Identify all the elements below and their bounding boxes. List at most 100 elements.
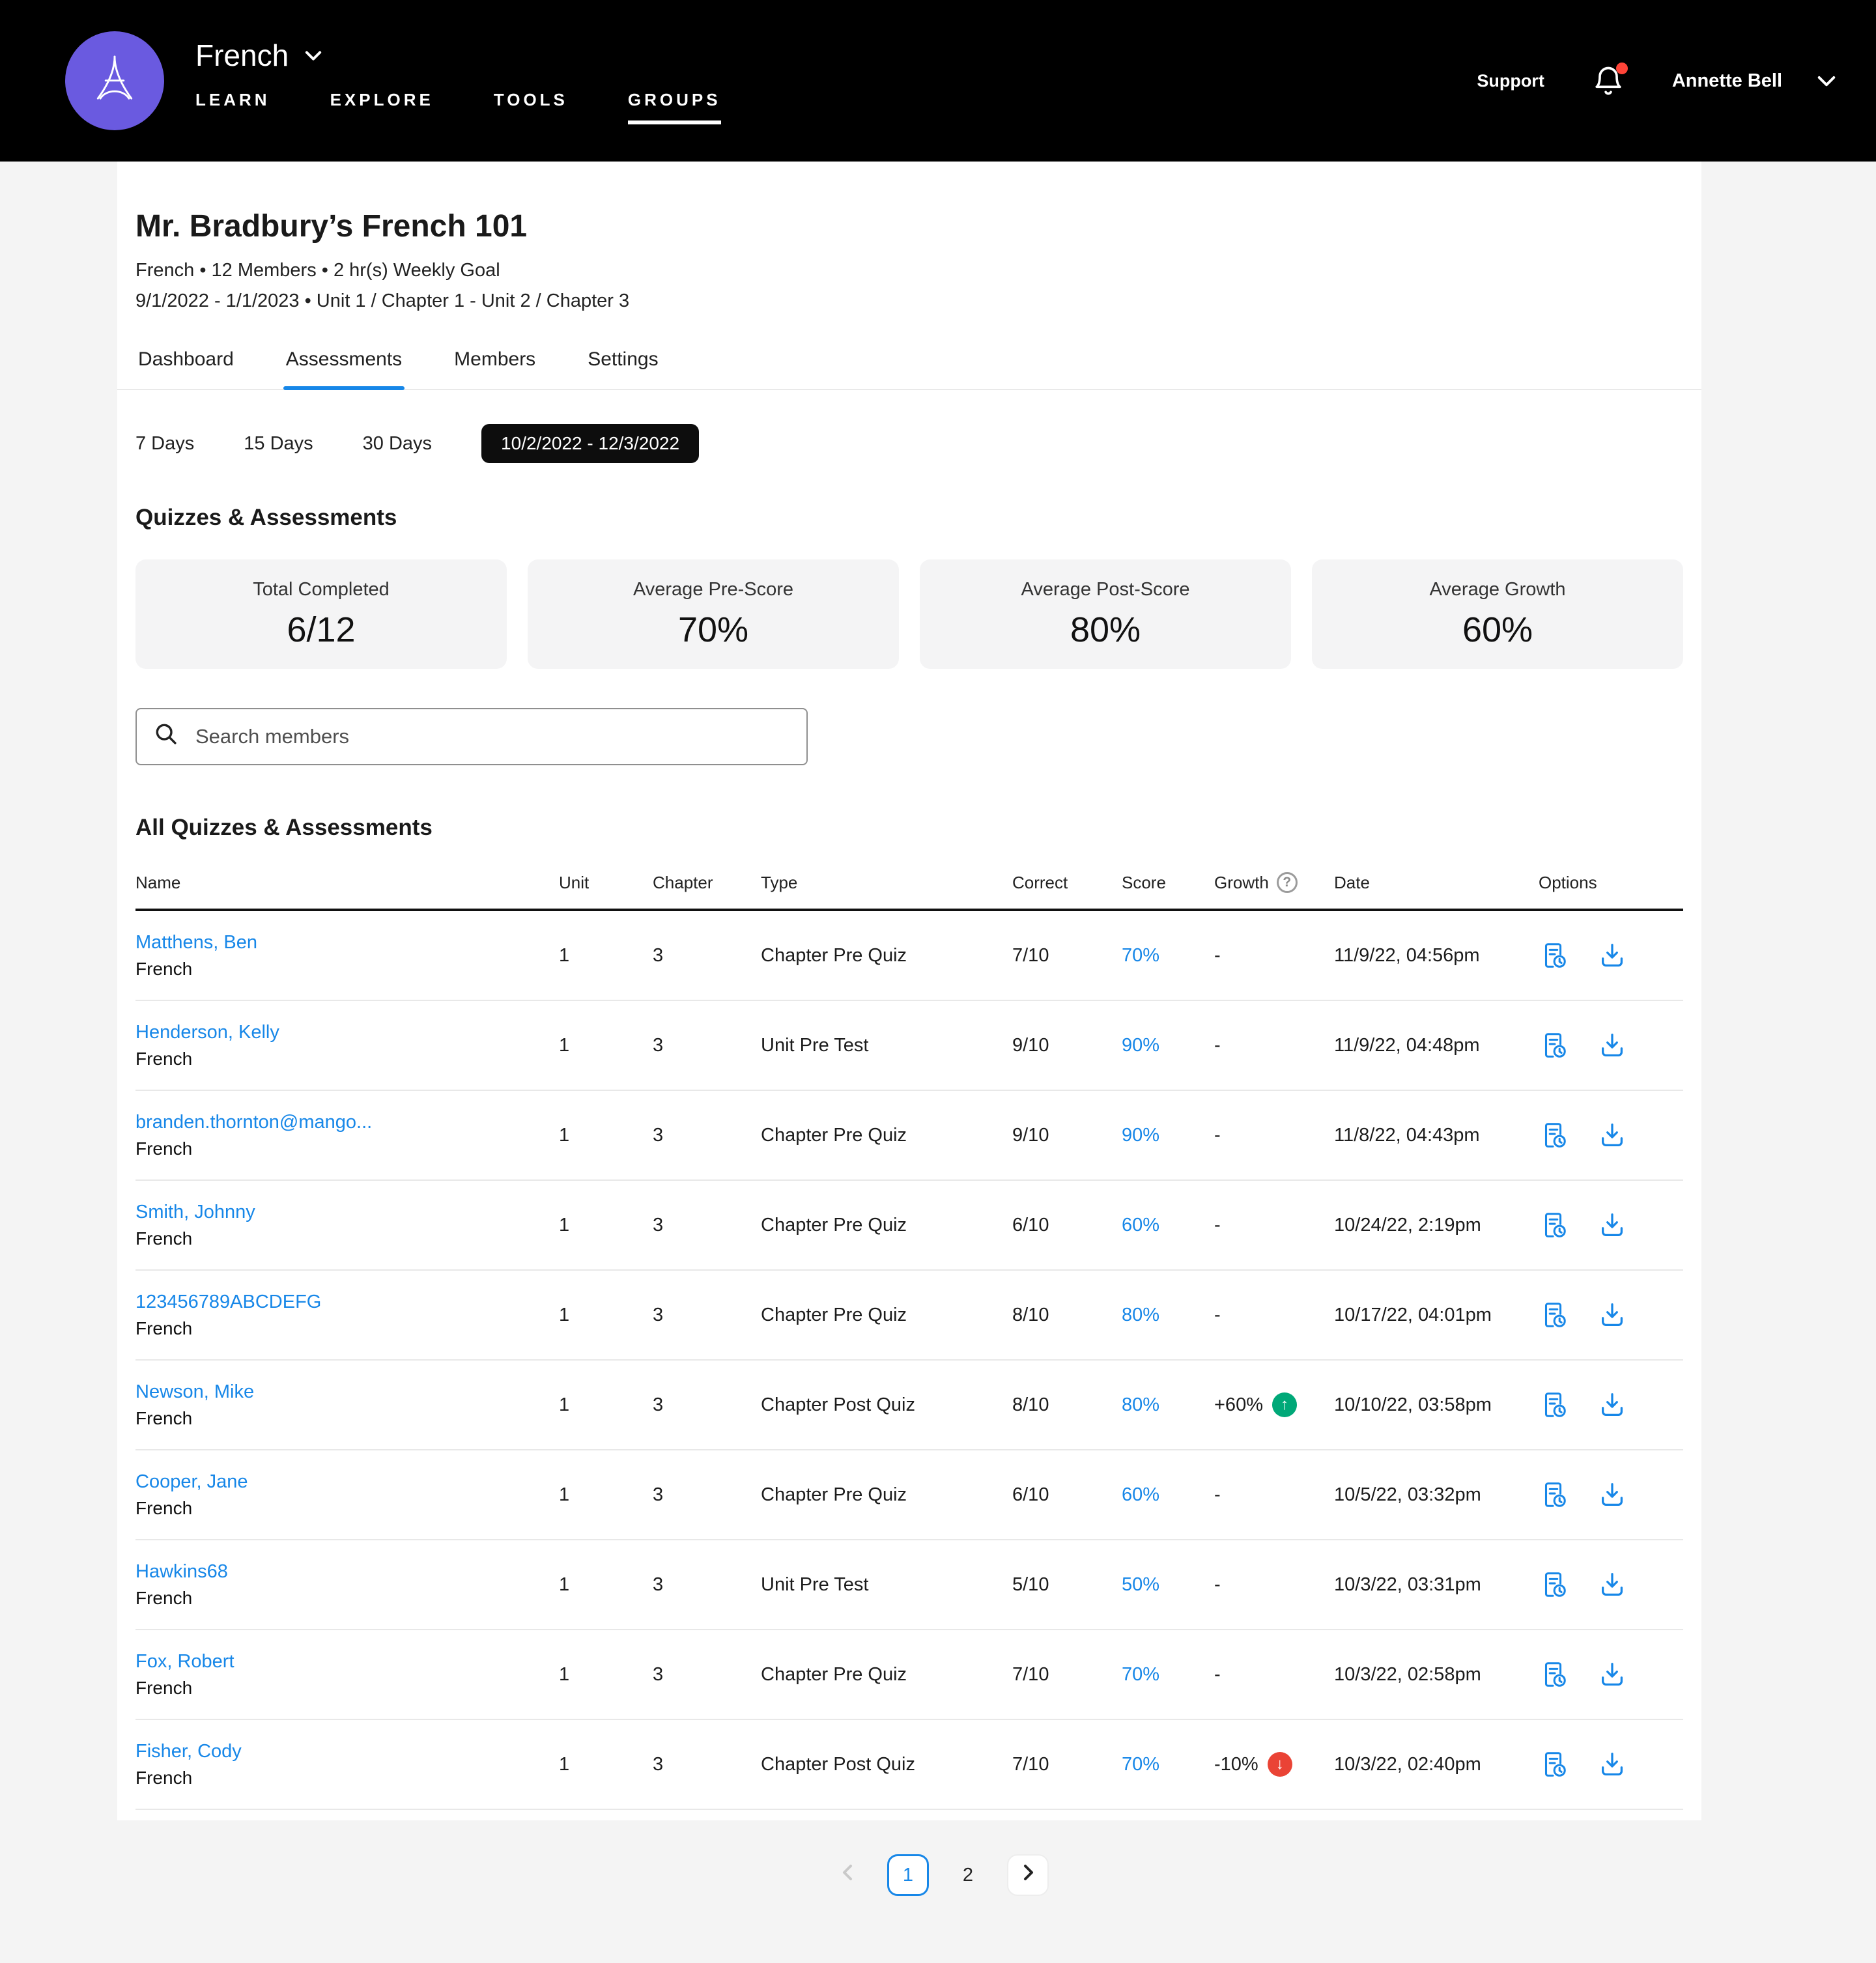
stat-average-pre-score: Average Pre-Score 70% xyxy=(528,559,899,669)
assessment-report-icon[interactable] xyxy=(1539,940,1569,970)
table-row: branden.thornton@mango... French 1 3 Cha… xyxy=(135,1091,1683,1181)
growth-value: - xyxy=(1214,1124,1221,1146)
filter-15-days[interactable]: 15 Days xyxy=(244,432,313,454)
table-row: Smith, Johnny French 1 3 Chapter Pre Qui… xyxy=(135,1181,1683,1271)
date-value: 11/8/22, 04:43pm xyxy=(1334,1124,1480,1146)
correct-value: 7/10 xyxy=(1012,1753,1049,1775)
options-cell xyxy=(1539,940,1683,970)
date-value: 10/5/22, 03:32pm xyxy=(1334,1484,1481,1505)
download-report-icon[interactable] xyxy=(1597,1570,1627,1600)
tab-settings[interactable]: Settings xyxy=(588,348,659,370)
next-page-button[interactable] xyxy=(1007,1854,1049,1896)
download-report-icon[interactable] xyxy=(1597,1030,1627,1060)
assessment-report-icon[interactable] xyxy=(1539,1390,1569,1420)
page-button-2[interactable]: 2 xyxy=(947,1854,989,1896)
main-nav: LEARN EXPLORE TOOLS GROUPS xyxy=(195,90,721,124)
member-name-link[interactable]: Hawkins68 xyxy=(135,1561,228,1582)
name-cell: Matthens, Ben French xyxy=(135,932,559,980)
tab-dashboard[interactable]: Dashboard xyxy=(138,348,234,370)
assessment-report-icon[interactable] xyxy=(1539,1749,1569,1779)
date-value: 11/9/22, 04:48pm xyxy=(1334,1034,1480,1056)
member-name-link[interactable]: Smith, Johnny xyxy=(135,1201,255,1222)
brand-column: French LEARN EXPLORE TOOLS GROUPS xyxy=(195,38,721,124)
member-name-link[interactable]: Henderson, Kelly xyxy=(135,1021,279,1043)
filter-7-days[interactable]: 7 Days xyxy=(135,432,195,454)
tab-assessments[interactable]: Assessments xyxy=(283,335,405,390)
download-report-icon[interactable] xyxy=(1597,1210,1627,1240)
custom-date-range-pill[interactable]: 10/2/2022 - 12/3/2022 xyxy=(481,424,700,463)
member-name-link[interactable]: Fox, Robert xyxy=(135,1650,234,1672)
search-members-input[interactable] xyxy=(193,724,789,750)
previous-page-button[interactable] xyxy=(827,1854,869,1896)
member-name-link[interactable]: Newson, Mike xyxy=(135,1381,255,1402)
download-report-icon[interactable] xyxy=(1597,940,1627,970)
nav-item-tools[interactable]: TOOLS xyxy=(493,89,568,109)
date-value: 10/3/22, 02:40pm xyxy=(1334,1753,1481,1775)
download-report-icon[interactable] xyxy=(1597,1300,1627,1330)
assessment-report-icon[interactable] xyxy=(1539,1659,1569,1689)
date-value: 11/9/22, 04:56pm xyxy=(1334,944,1480,966)
correct-value: 7/10 xyxy=(1012,1663,1049,1685)
nav-item-explore[interactable]: EXPLORE xyxy=(330,89,434,109)
support-link[interactable]: Support xyxy=(1477,70,1544,91)
name-cell: Fox, Robert French xyxy=(135,1651,559,1699)
table-body: Matthens, Ben French 1 3 Chapter Pre Qui… xyxy=(135,911,1683,1810)
filter-30-days[interactable]: 30 Days xyxy=(362,432,433,454)
table-row: Fisher, Cody French 1 3 Chapter Post Qui… xyxy=(135,1720,1683,1810)
name-cell: Hawkins68 French xyxy=(135,1561,559,1609)
group-meta: French • 12 Members • 2 hr(s) Weekly Goa… xyxy=(135,260,500,281)
assessment-report-icon[interactable] xyxy=(1539,1030,1569,1060)
correct-value: 6/10 xyxy=(1012,1484,1049,1505)
page-button-1[interactable]: 1 xyxy=(887,1854,929,1896)
download-report-icon[interactable] xyxy=(1597,1120,1627,1150)
growth-value: - xyxy=(1214,1574,1221,1595)
notification-badge-dot xyxy=(1615,63,1628,74)
member-language: French xyxy=(135,958,193,979)
date-value: 10/3/22, 03:31pm xyxy=(1334,1574,1481,1595)
nav-item-learn[interactable]: LEARN xyxy=(195,89,270,109)
assessment-report-icon[interactable] xyxy=(1539,1300,1569,1330)
assessment-report-icon[interactable] xyxy=(1539,1570,1569,1600)
page-title: Mr. Bradbury’s French 101 xyxy=(135,209,528,244)
download-report-icon[interactable] xyxy=(1597,1480,1627,1510)
options-cell xyxy=(1539,1300,1683,1330)
tab-members[interactable]: Members xyxy=(454,348,536,370)
user-menu[interactable]: Annette Bell xyxy=(1672,68,1840,94)
assessment-report-icon[interactable] xyxy=(1539,1120,1569,1150)
mango-logo[interactable] xyxy=(65,31,164,130)
chapter-value: 3 xyxy=(653,1394,664,1415)
member-name-link[interactable]: Cooper, Jane xyxy=(135,1471,248,1492)
assessment-report-icon[interactable] xyxy=(1539,1480,1569,1510)
table-row: Cooper, Jane French 1 3 Chapter Pre Quiz… xyxy=(135,1450,1683,1540)
member-name-link[interactable]: Matthens, Ben xyxy=(135,931,257,953)
date-value: 10/17/22, 04:01pm xyxy=(1334,1304,1492,1325)
member-name-link[interactable]: Fisher, Cody xyxy=(135,1740,242,1762)
stat-label: Average Growth xyxy=(1429,578,1566,600)
member-language: French xyxy=(135,1767,193,1788)
score-value: 80% xyxy=(1122,1394,1160,1415)
download-report-icon[interactable] xyxy=(1597,1659,1627,1689)
column-header-chapter: Chapter xyxy=(653,872,713,892)
member-name-link[interactable]: 123456789ABCDEFG xyxy=(135,1291,322,1312)
user-name: Annette Bell xyxy=(1671,70,1782,91)
score-value: 70% xyxy=(1122,944,1160,966)
member-name-link[interactable]: branden.thornton@mango... xyxy=(135,1111,373,1133)
growth-help-icon[interactable]: ? xyxy=(1276,872,1298,893)
assessment-report-icon[interactable] xyxy=(1539,1210,1569,1240)
type-value: Chapter Pre Quiz xyxy=(761,944,907,966)
notifications-button[interactable] xyxy=(1591,63,1628,98)
growth-cell: - xyxy=(1214,1484,1334,1506)
course-switcher[interactable]: French xyxy=(195,38,721,73)
correct-value: 9/10 xyxy=(1012,1034,1049,1056)
download-report-icon[interactable] xyxy=(1597,1390,1627,1420)
growth-value: - xyxy=(1214,1663,1221,1685)
score-value: 90% xyxy=(1122,1034,1160,1056)
correct-value: 8/10 xyxy=(1012,1304,1049,1325)
nav-item-groups[interactable]: GROUPS xyxy=(627,90,721,124)
download-report-icon[interactable] xyxy=(1597,1749,1627,1779)
growth-value: - xyxy=(1214,1484,1221,1505)
unit-value: 1 xyxy=(559,1304,570,1325)
type-value: Chapter Post Quiz xyxy=(761,1753,915,1775)
stat-value: 60% xyxy=(1462,610,1533,649)
member-language: French xyxy=(135,1228,193,1249)
